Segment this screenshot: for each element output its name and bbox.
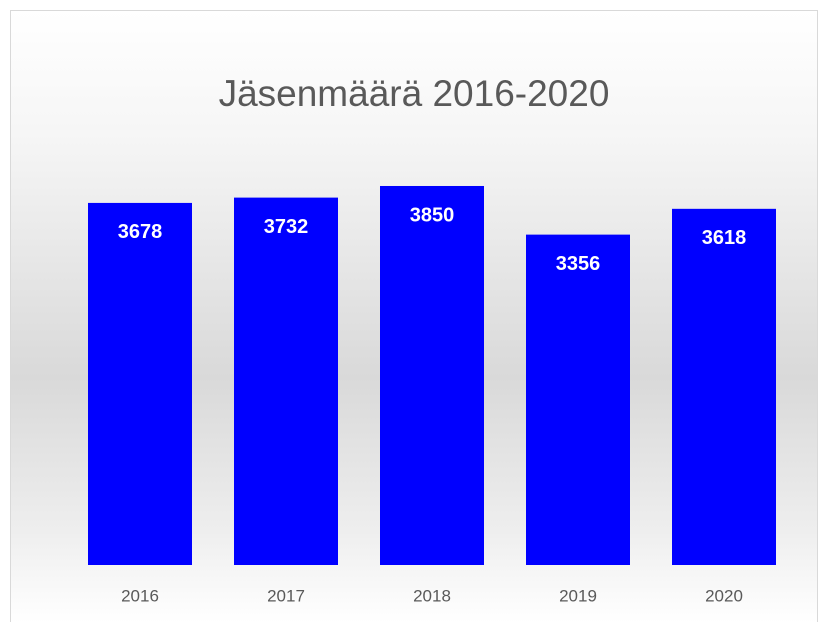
bar: [380, 185, 484, 565]
bar: [234, 197, 338, 565]
chart-title: Jäsenmäärä 2016-2020: [219, 73, 610, 114]
data-label: 3618: [702, 227, 747, 249]
data-label: 3850: [410, 204, 455, 226]
bar: [672, 208, 776, 565]
data-label: 3678: [118, 221, 163, 243]
bar: [88, 202, 192, 565]
x-tick-label: 2017: [267, 586, 305, 605]
x-tick-label: 2019: [559, 586, 597, 605]
data-label: 3732: [264, 216, 309, 238]
bar: [526, 234, 630, 566]
data-label: 3356: [556, 253, 601, 275]
x-tick-label: 2020: [705, 586, 743, 605]
x-tick-label: 2018: [413, 586, 451, 605]
x-tick-label: 2016: [121, 586, 159, 605]
